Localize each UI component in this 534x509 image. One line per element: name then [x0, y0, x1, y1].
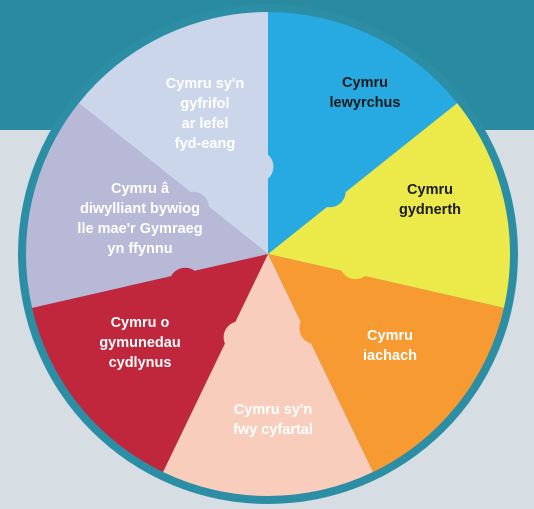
label-line: Cymru sy'n — [166, 76, 244, 92]
label-line: Cymru — [367, 328, 413, 344]
wedge — [78, 12, 268, 254]
label-line: gyfrifol — [180, 96, 229, 112]
wedge — [32, 254, 268, 473]
label-line: Cymru — [342, 75, 388, 91]
knob — [177, 191, 210, 224]
knob — [299, 312, 332, 345]
label-line: iachach — [363, 348, 417, 364]
knob — [241, 150, 274, 183]
label-line: Cymru sy'n — [234, 402, 312, 418]
knob — [169, 267, 202, 300]
label-line: yn ffynnu — [107, 241, 172, 257]
segment-label: Cymru o gymunedau cydlynus — [99, 315, 180, 371]
label-line: fwy cyfartal — [233, 422, 313, 438]
wedge — [25, 103, 268, 308]
label-line: diwylliant bywiog — [80, 201, 200, 217]
label-line: cydlynus — [109, 355, 172, 371]
puzzle-knobs — [169, 150, 372, 354]
label-line: fyd-eang — [175, 136, 235, 152]
wedge — [268, 254, 504, 473]
segment-label: Cymru â diwylliant bywiog lle mae'r Gymrae… — [77, 181, 202, 257]
segment-label: Cymru sy'n gyfrifol ar lefel fyd-eang — [166, 76, 244, 152]
labels: Cymru sy'n gyfrifol ar lefel fyd-eang Cymru l… — [77, 75, 461, 438]
knob — [313, 175, 346, 208]
wedge — [163, 254, 373, 496]
knob — [223, 321, 256, 354]
label-line: Cymru â — [111, 181, 170, 197]
segment-label: Cymru gydnerth — [399, 182, 461, 218]
label-line: ar lefel — [182, 116, 229, 132]
knob — [339, 247, 372, 280]
segment-label: Cymru lewyrchus — [330, 75, 401, 111]
label-line: lewyrchus — [330, 95, 401, 111]
label-line: Cymru — [407, 182, 453, 198]
wedges — [25, 12, 510, 496]
segment-label: Cymru iachach — [363, 328, 417, 364]
segment-label: Cymru sy'n fwy cyfartal — [233, 402, 313, 438]
label-line: gymunedau — [99, 335, 180, 351]
wedge — [268, 103, 510, 308]
label-line: Cymru o — [111, 315, 170, 331]
label-line: lle mae'r Gymraeg — [77, 221, 202, 237]
label-line: gydnerth — [399, 202, 461, 218]
